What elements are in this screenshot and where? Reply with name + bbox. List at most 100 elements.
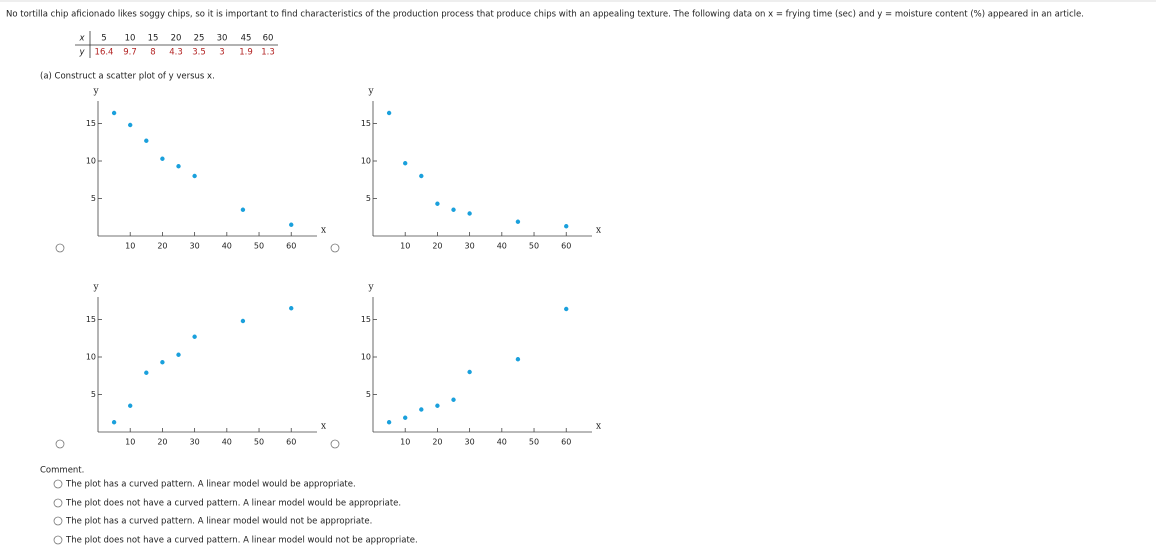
point — [192, 334, 197, 339]
point — [564, 306, 569, 312]
y-tick-label: 10 — [86, 353, 96, 362]
question: No tortilla chip aficionado likes soggy … — [6, 10, 1084, 20]
y-tick-label: 5 — [366, 390, 371, 399]
y-tick-label: 5 — [91, 390, 96, 399]
y-tick-label: 10 — [361, 353, 371, 362]
x-tick-label: 60 — [561, 242, 571, 251]
table-y-cell: 4.3 — [169, 48, 183, 58]
choice-radio[interactable] — [53, 498, 63, 508]
x-tick-label: 40 — [222, 438, 232, 447]
x-axis-label: x — [596, 226, 601, 236]
table-x-cell: 25 — [194, 34, 205, 44]
x-tick-label: 10 — [125, 242, 135, 251]
x-axis-label: x — [596, 422, 601, 432]
table-y-cell: 1.3 — [261, 48, 275, 58]
y-tick-label: 15 — [361, 119, 371, 128]
x-tick-label: 40 — [222, 242, 232, 251]
option-radio[interactable] — [330, 439, 340, 449]
y-axis-label: y — [92, 283, 99, 293]
x-axis-label: x — [321, 226, 326, 236]
x-tick-label: 20 — [432, 242, 442, 251]
option-radio[interactable] — [55, 439, 65, 449]
x-tick-label: 60 — [286, 242, 296, 251]
point — [192, 173, 197, 179]
table-y-cell: 1.9 — [239, 48, 253, 58]
choice-text: The plot has a curved pattern. A linear … — [65, 517, 372, 527]
x-tick-label: 30 — [190, 438, 200, 447]
point — [176, 352, 181, 357]
point — [451, 397, 456, 402]
point — [435, 403, 440, 408]
point — [403, 161, 408, 166]
table-x-cell: 15 — [148, 34, 159, 44]
point — [419, 173, 424, 179]
x-tick-label: 30 — [465, 438, 475, 447]
choice-text: The plot does not have a curved pattern.… — [65, 536, 418, 546]
x-tick-label: 60 — [286, 438, 296, 447]
x-tick-label: 40 — [497, 242, 507, 251]
point — [467, 211, 472, 216]
point — [144, 138, 149, 143]
table-x-cell: 45 — [241, 34, 252, 44]
point — [564, 224, 569, 229]
point — [128, 403, 133, 408]
y-axis-label: y — [367, 87, 374, 97]
table-x-cell: 10 — [125, 34, 136, 44]
point — [111, 110, 117, 116]
point — [467, 369, 472, 375]
point — [240, 318, 246, 324]
point — [240, 207, 246, 212]
y-axis-label: y — [367, 283, 374, 293]
point — [435, 201, 440, 206]
choice-text: The plot does not have a curved pattern.… — [65, 499, 401, 509]
y-tick-label: 5 — [91, 194, 96, 203]
choice-radio[interactable] — [53, 535, 63, 545]
point — [386, 420, 392, 425]
y-tick-label: 15 — [361, 315, 371, 324]
option-radio[interactable] — [55, 243, 65, 253]
point — [515, 219, 521, 224]
x-tick-label: 30 — [190, 242, 200, 251]
point — [176, 164, 181, 169]
point — [111, 420, 117, 425]
point — [386, 110, 392, 116]
x-tick-label: 40 — [497, 438, 507, 447]
part-a: (a) Construct a scatter plot of y versus… — [40, 72, 215, 82]
x-tick-label: 50 — [529, 438, 539, 447]
x-tick-label: 10 — [400, 438, 410, 447]
table-y-cell: 8 — [150, 48, 155, 58]
y-tick-label: 15 — [86, 315, 96, 324]
point — [403, 415, 408, 420]
x-tick-label: 50 — [254, 438, 264, 447]
table-y-cell: 9.7 — [123, 48, 137, 58]
option-radio[interactable] — [330, 243, 340, 253]
y-tick-label: 10 — [86, 157, 96, 166]
x-tick-label: 50 — [529, 242, 539, 251]
table-x-label: x — [78, 34, 85, 44]
choice-radio[interactable] — [53, 516, 63, 526]
point — [160, 360, 165, 365]
y-axis-label: y — [92, 87, 99, 97]
x-tick-label: 30 — [465, 242, 475, 251]
y-tick-label: 10 — [361, 157, 371, 166]
y-tick-label: 15 — [86, 119, 96, 128]
x-tick-label: 20 — [157, 438, 167, 447]
table-x-cell: 20 — [171, 34, 182, 44]
x-tick-label: 60 — [561, 438, 571, 447]
comment-label: Comment. — [40, 466, 84, 476]
table-x-cell: 60 — [263, 34, 274, 44]
point — [289, 222, 294, 227]
point — [451, 207, 456, 212]
choice-radio[interactable] — [53, 479, 63, 489]
table-y-label: y — [78, 48, 85, 58]
table-x-cell: 5 — [101, 34, 106, 44]
table-x-cell: 30 — [217, 34, 228, 44]
choice-text: The plot has a curved pattern. A linear … — [65, 480, 356, 490]
point — [128, 122, 133, 128]
y-tick-label: 5 — [366, 194, 371, 203]
x-tick-label: 20 — [432, 438, 442, 447]
point — [419, 407, 424, 412]
point — [515, 357, 521, 362]
point — [144, 370, 149, 375]
